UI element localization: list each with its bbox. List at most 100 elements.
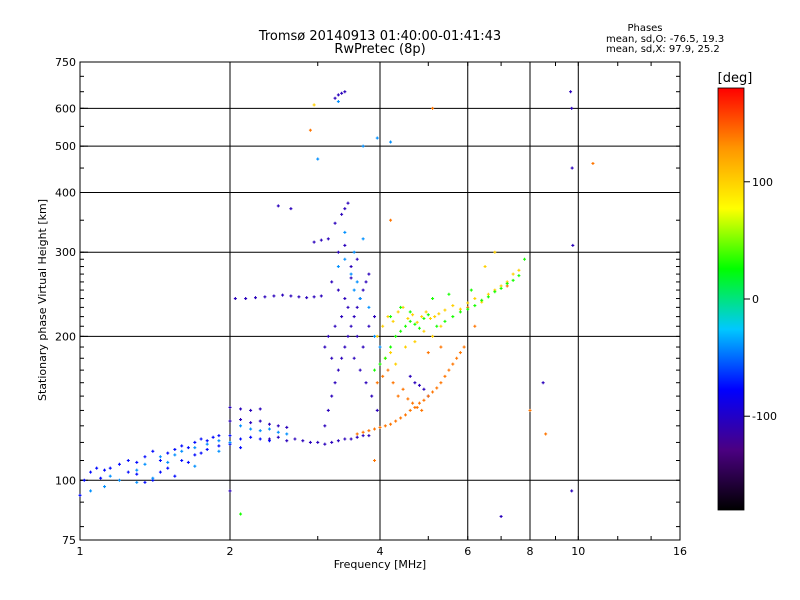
echo-point [135,460,139,464]
echo-point [458,307,462,311]
x-tick-label: 6 [464,545,471,558]
echo-point [239,418,243,422]
echo-point [375,334,379,338]
echo-point [415,320,419,324]
echo-point [258,429,262,433]
echo-point [544,432,548,436]
echo-point [391,319,395,323]
echo-point [340,356,344,360]
echo-point [408,408,412,412]
echo-point [89,489,93,493]
echo-point [367,305,371,309]
echo-point [439,324,443,328]
echo-point [426,313,430,317]
echo-point [431,390,435,394]
echo-point [249,408,253,412]
echo-point [422,387,426,391]
echo-point [486,292,490,296]
x-tick-label: 10 [571,545,585,558]
echo-point [108,474,112,478]
echo-point [466,307,470,311]
echo-point [426,351,430,355]
echo-point [355,334,359,338]
echo-point [193,453,197,457]
echo-point [394,419,398,423]
echo-point [336,439,340,443]
echo-point [473,297,477,301]
echo-point [343,207,347,211]
echo-point [326,334,330,338]
echo-point [267,427,271,431]
echo-point [316,440,320,444]
echo-point [480,298,484,302]
echo-point [493,250,497,254]
echo-point [389,315,393,319]
echo-point [239,437,243,441]
phase-stats-x-mode: mean, sd,X: 97.9, 25.2 [606,44,720,55]
echo-point [349,324,353,328]
colorbar [717,87,745,511]
echo-point [336,265,340,269]
echo-point [389,218,393,222]
echo-point [276,430,280,434]
echo-point [358,368,362,372]
echo-point [82,478,86,482]
echo-point [186,460,190,464]
echo-point [417,383,421,387]
echo-point [352,250,356,254]
echo-point [399,305,403,309]
echo-point [378,345,382,349]
echo-point [267,422,271,426]
echo-point [117,462,121,466]
echo-point [319,238,323,242]
colorbar-tick-label: 100 [752,176,773,189]
echo-point [263,295,267,299]
echo-point [308,128,312,132]
echo-point [166,460,170,464]
echo-point [336,93,340,97]
echo-point [333,96,337,100]
echo-point [424,310,428,314]
echo-point [193,446,197,450]
x-axis-ticks: 1 2 4 6 8 10 16 [77,62,687,558]
echo-point [258,437,262,441]
echo-point [103,468,107,472]
echo-point [469,288,473,292]
echo-point [517,268,521,272]
echo-point [151,449,155,453]
echo-point [523,257,527,261]
echo-point [361,345,365,349]
echo-point [511,278,515,282]
echo-point [352,315,356,319]
echo-point [143,462,147,466]
echo-point [239,512,243,516]
echo-point [333,324,337,328]
echo-point [276,424,280,428]
echo-point [249,421,253,425]
y-tick-label: 75 [62,534,76,547]
echo-point [403,413,407,417]
echo-point [205,447,209,451]
echo-point [378,362,382,366]
echo-point [333,221,337,225]
echo-point [383,424,387,428]
echo-point [312,240,316,244]
y-axis-label: Stationary phase Virtual Height [km] [36,199,49,401]
echo-point [437,312,441,316]
echo-point [297,295,301,299]
x-tick-label: 1 [77,545,84,558]
echo-point [355,432,359,436]
echo-point [289,207,293,211]
echo-point [408,310,412,314]
echo-point [391,381,395,385]
echo-point [417,401,421,405]
x-tick-label: 4 [377,545,384,558]
echo-point [570,489,574,493]
echo-point [355,305,359,309]
echo-point [462,345,466,349]
echo-point [78,493,82,497]
echo-point [272,294,276,298]
echo-point [413,381,417,385]
echo-point [233,297,237,301]
